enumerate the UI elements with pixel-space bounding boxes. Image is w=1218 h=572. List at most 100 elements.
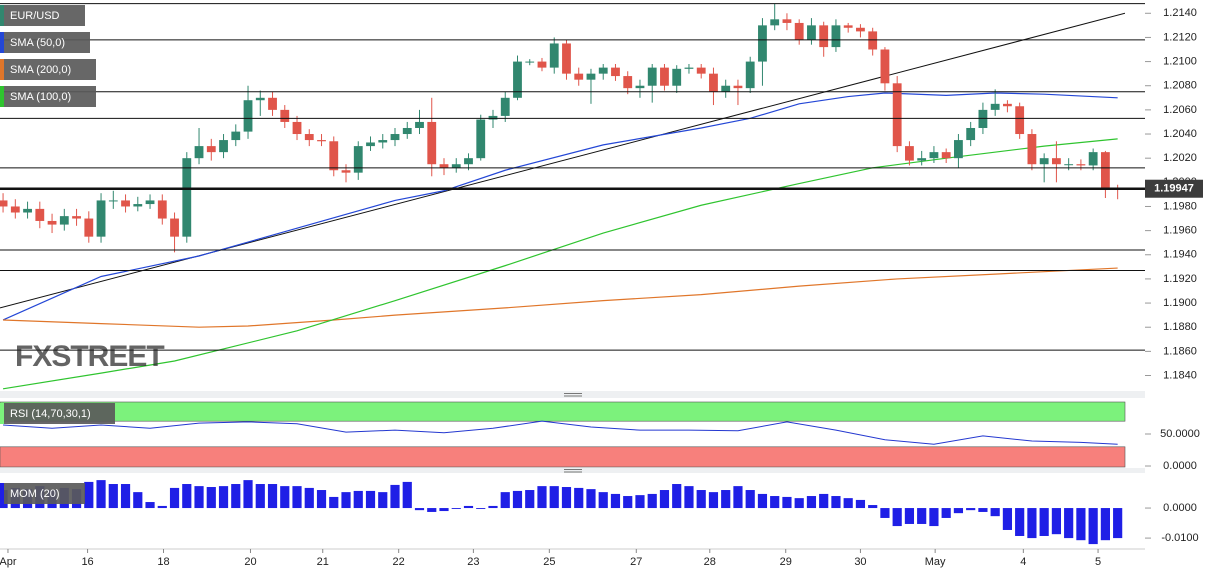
mom-bar — [304, 487, 314, 509]
y-tick-label: 1.2040 — [1163, 128, 1197, 140]
candle-body — [623, 76, 633, 89]
mom-bar — [953, 508, 964, 514]
mom-bar — [586, 489, 596, 509]
y-tick-label: 0.0000 — [1163, 460, 1197, 472]
candle-body — [794, 22, 804, 40]
legend-box — [0, 86, 96, 107]
candle-body — [353, 146, 363, 173]
sma-line — [3, 267, 1118, 328]
candle-body — [1027, 134, 1037, 165]
legend-swatch — [0, 32, 4, 53]
mom-bar — [169, 487, 180, 509]
mom-bar — [231, 484, 241, 509]
overlay-layer: FXSTREET EUR/USD SMA (50,0) SMA (200,0) SMA… — [0, 5, 165, 504]
candle-body — [451, 164, 461, 168]
candle-body — [329, 141, 339, 171]
candle-body — [243, 100, 253, 132]
x-tick-label: 21 — [317, 556, 329, 568]
candle-body — [280, 109, 290, 122]
x-tick-label: 22 — [393, 556, 405, 568]
plot-area — [0, 3, 1125, 390]
mom-bar — [598, 492, 608, 509]
mom-bar — [806, 496, 817, 509]
mom-bar — [96, 480, 106, 509]
y-tick-label: 1.1940 — [1163, 249, 1197, 261]
mom-bar — [402, 481, 412, 509]
candle-body — [831, 25, 841, 48]
y-tick-label: 1.2020 — [1163, 152, 1197, 164]
candle-body — [206, 146, 216, 153]
legend-label: EUR/USD — [10, 10, 60, 22]
candle-body — [770, 19, 780, 26]
legend-box — [0, 483, 85, 504]
candle-body — [990, 103, 1000, 110]
x-tick-label: 20 — [244, 556, 256, 568]
candle-body — [819, 25, 829, 48]
mom-bar — [672, 484, 682, 509]
mom-bar — [84, 481, 94, 509]
mom-bar — [831, 496, 841, 509]
candle-body — [182, 158, 192, 237]
mom-bar — [120, 484, 131, 509]
mom-bar — [525, 490, 535, 509]
y-tick-label: 1.2140 — [1163, 7, 1197, 19]
mom-bar — [476, 508, 486, 509]
candle-body — [696, 67, 706, 74]
y-tick-label: 1.1840 — [1163, 369, 1197, 381]
y-tick-label: 1.2100 — [1163, 55, 1197, 67]
candle-body — [1100, 152, 1110, 189]
candle-body — [47, 220, 57, 225]
candle-body — [758, 25, 767, 62]
x-tick-label: 18 — [157, 556, 169, 568]
candle-body — [72, 216, 81, 219]
candle-body — [427, 121, 437, 165]
legend-swatch — [0, 483, 4, 504]
mom-bar — [1064, 508, 1074, 539]
y-tick-label: 1.1980 — [1163, 200, 1197, 212]
candle-body — [402, 127, 412, 135]
candle-body — [1088, 152, 1098, 166]
candle-body — [709, 73, 718, 92]
candle-body — [378, 140, 388, 143]
mom-bar — [280, 486, 290, 509]
legend-box — [0, 59, 96, 80]
mom-bar — [427, 508, 437, 512]
x-tick-label: 30 — [854, 556, 866, 568]
mom-bar — [133, 492, 143, 509]
y-tick-label: 0.0000 — [1163, 502, 1197, 514]
legend-swatch — [0, 86, 4, 107]
candle-body — [733, 85, 743, 89]
candle-body — [782, 19, 792, 23]
mom-bar — [488, 505, 498, 509]
candle-body — [10, 206, 20, 213]
candle-body — [549, 43, 559, 68]
mom-bar — [1076, 508, 1086, 541]
mom-bar — [745, 490, 755, 509]
mom-bar — [1039, 508, 1049, 536]
mom-bar — [659, 490, 670, 509]
mom-bar — [904, 508, 915, 524]
candle-body — [219, 140, 228, 153]
candle-body — [880, 49, 890, 84]
candle-body — [170, 218, 179, 237]
candle-body — [941, 152, 951, 159]
y-tick-label: 1.2080 — [1163, 80, 1197, 92]
mom-bar — [194, 486, 204, 509]
candle-body — [721, 85, 731, 92]
mom-bar — [439, 508, 449, 512]
candle-body — [121, 200, 130, 207]
candle-body — [23, 208, 32, 213]
mom-bar — [696, 490, 706, 509]
watermark: FXSTREET — [15, 340, 164, 373]
y-tick-label: 1.1860 — [1163, 345, 1197, 357]
mom-bar — [782, 496, 792, 509]
candle-body — [856, 27, 865, 32]
mom-bar — [1088, 508, 1098, 545]
legend-box — [0, 5, 85, 26]
mom-bar — [978, 508, 988, 512]
candle-body — [439, 164, 449, 168]
candle-body — [255, 97, 265, 101]
candle-body — [464, 158, 473, 165]
